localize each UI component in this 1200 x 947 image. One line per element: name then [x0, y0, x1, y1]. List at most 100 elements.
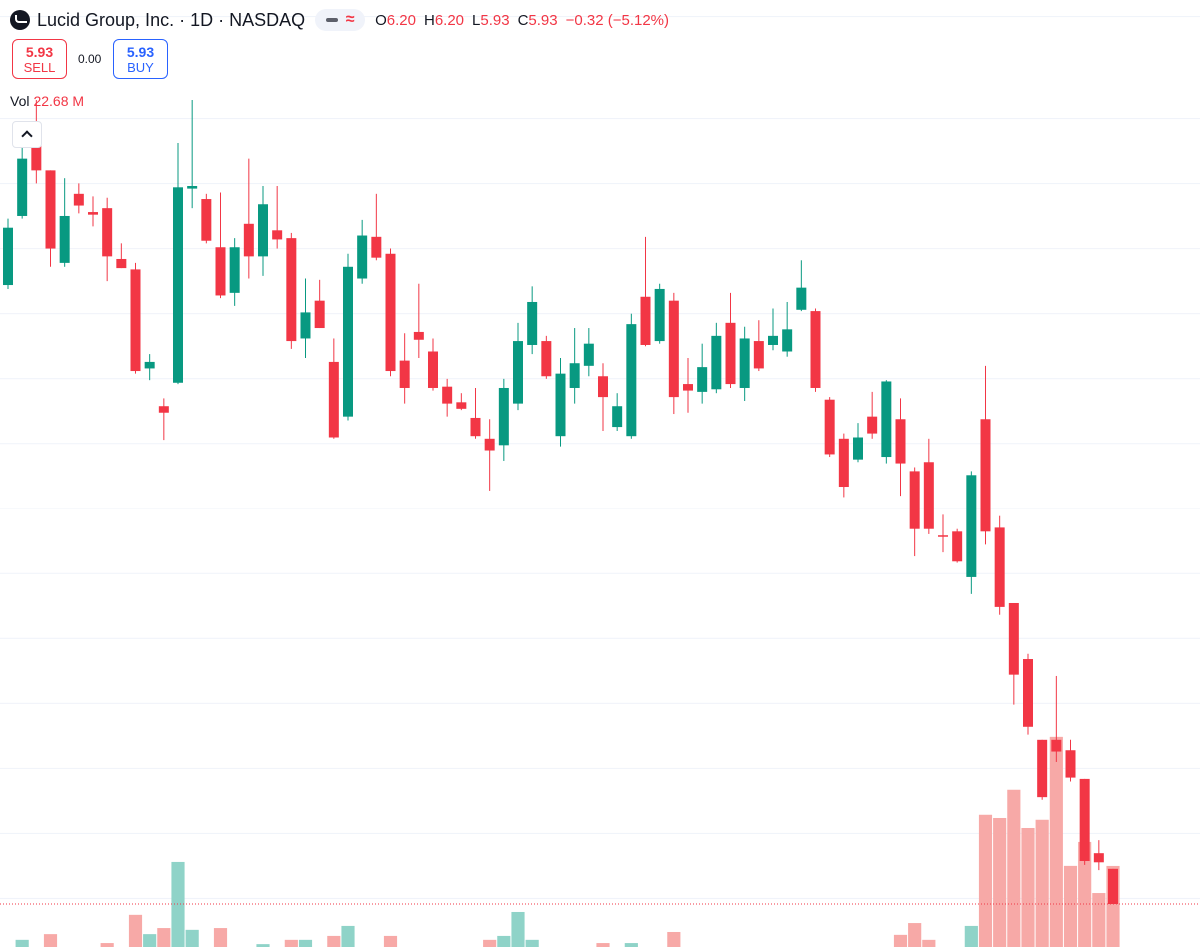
candle-body: [980, 419, 991, 532]
buy-button[interactable]: 5.93 BUY: [113, 39, 168, 79]
candle-body: [853, 437, 863, 460]
buy-label: BUY: [127, 60, 154, 75]
volume-bar: [1035, 819, 1049, 947]
candle-body: [569, 363, 580, 388]
ohlc-label: O: [375, 11, 387, 29]
candle-body: [1093, 853, 1104, 863]
volume-bar: [978, 814, 993, 947]
volume-bar: [483, 939, 497, 947]
volume-bar: [341, 925, 355, 947]
candle-body: [314, 300, 325, 329]
ohlc-value: 5.93: [528, 11, 558, 29]
candle-body: [895, 419, 906, 464]
candle-body: [810, 311, 821, 388]
candle-body: [470, 417, 481, 437]
candle-body: [626, 324, 637, 437]
candle-body: [640, 296, 651, 345]
volume-bar: [256, 944, 270, 947]
candle-body: [541, 341, 552, 377]
candle-body: [243, 223, 254, 257]
candle-body: [498, 387, 509, 446]
candle-body: [583, 343, 594, 366]
volume-bar: [213, 928, 228, 947]
volume-bar: [624, 943, 638, 947]
volume-bar: [1007, 789, 1021, 947]
volume-bar: [511, 911, 525, 947]
volume-bar: [284, 939, 298, 947]
candle-body: [88, 212, 98, 215]
volume-bar: [922, 939, 936, 947]
volume-bar: [1049, 736, 1063, 947]
volume-bar: [596, 943, 610, 947]
candle-body: [994, 527, 1005, 607]
candle-body: [428, 351, 438, 388]
candle-body: [966, 475, 977, 577]
volume-bar: [143, 934, 157, 947]
collapse-button[interactable]: [12, 121, 42, 148]
candle-body: [484, 438, 495, 451]
ohlc-label: H: [423, 11, 435, 29]
candle-body: [768, 335, 778, 345]
candle-body: [598, 376, 608, 398]
candle-body: [229, 247, 240, 293]
candle-body: [938, 535, 948, 537]
volume-bar: [383, 935, 398, 947]
candle-body: [952, 531, 963, 562]
volume-value: 22.68 M: [33, 93, 85, 109]
header: Lucid Group, Inc. · 1D · NASDAQ ≈ O6.20 …: [10, 8, 669, 32]
volume-label: Vol: [10, 93, 30, 109]
volume-bar: [43, 934, 58, 947]
volume-bar: [993, 817, 1007, 947]
candle-body: [683, 384, 693, 391]
candle-body: [555, 373, 566, 437]
candle-body: [824, 399, 835, 455]
candle-body: [923, 462, 934, 529]
volume-bar: [185, 929, 199, 947]
candle-body: [1037, 739, 1048, 798]
volume-bar: [15, 939, 29, 947]
volume-bar: [667, 931, 681, 947]
candle-body: [881, 381, 892, 458]
logo: [10, 10, 30, 30]
ohlc-value: 6.20: [386, 11, 416, 29]
volume-bar: [327, 935, 341, 947]
candle-body: [258, 204, 268, 257]
candle-body: [1079, 778, 1090, 861]
volume-bar: [893, 934, 908, 947]
sell-button[interactable]: 5.93 SELL: [12, 39, 67, 79]
candle-body: [144, 361, 155, 369]
candle-body: [838, 438, 849, 488]
volume-bar: [908, 923, 922, 947]
candle-body: [527, 301, 538, 345]
candle-body: [385, 253, 396, 372]
candle-body: [909, 471, 920, 529]
candle-body: [739, 338, 750, 388]
buy-price: 5.93: [126, 44, 155, 60]
candle-body: [1008, 602, 1019, 675]
sell-label: SELL: [23, 60, 56, 75]
candle-body: [1023, 659, 1033, 727]
candle-body: [413, 331, 424, 340]
volume-bar: [157, 928, 171, 947]
symbol[interactable]: Lucid Group, Inc. · 1D · NASDAQ: [37, 9, 306, 30]
candle-body: [17, 158, 28, 216]
candle-body: [399, 360, 410, 388]
ohlc-label: C: [517, 11, 529, 29]
sell-price: 5.93: [25, 44, 54, 60]
candle-body: [442, 386, 453, 404]
candle-body: [711, 335, 722, 390]
candle-body: [343, 266, 353, 417]
status-pill[interactable]: ≈: [315, 9, 366, 31]
candle-body: [867, 416, 878, 434]
candle-body: [668, 300, 679, 398]
candle-body: [187, 186, 198, 189]
candle-body: [272, 230, 283, 240]
volume-bar: [1092, 893, 1106, 947]
volume-bar: [1021, 827, 1035, 947]
candle-body: [73, 193, 84, 206]
candle-body: [3, 227, 13, 286]
candle-body: [173, 187, 183, 383]
